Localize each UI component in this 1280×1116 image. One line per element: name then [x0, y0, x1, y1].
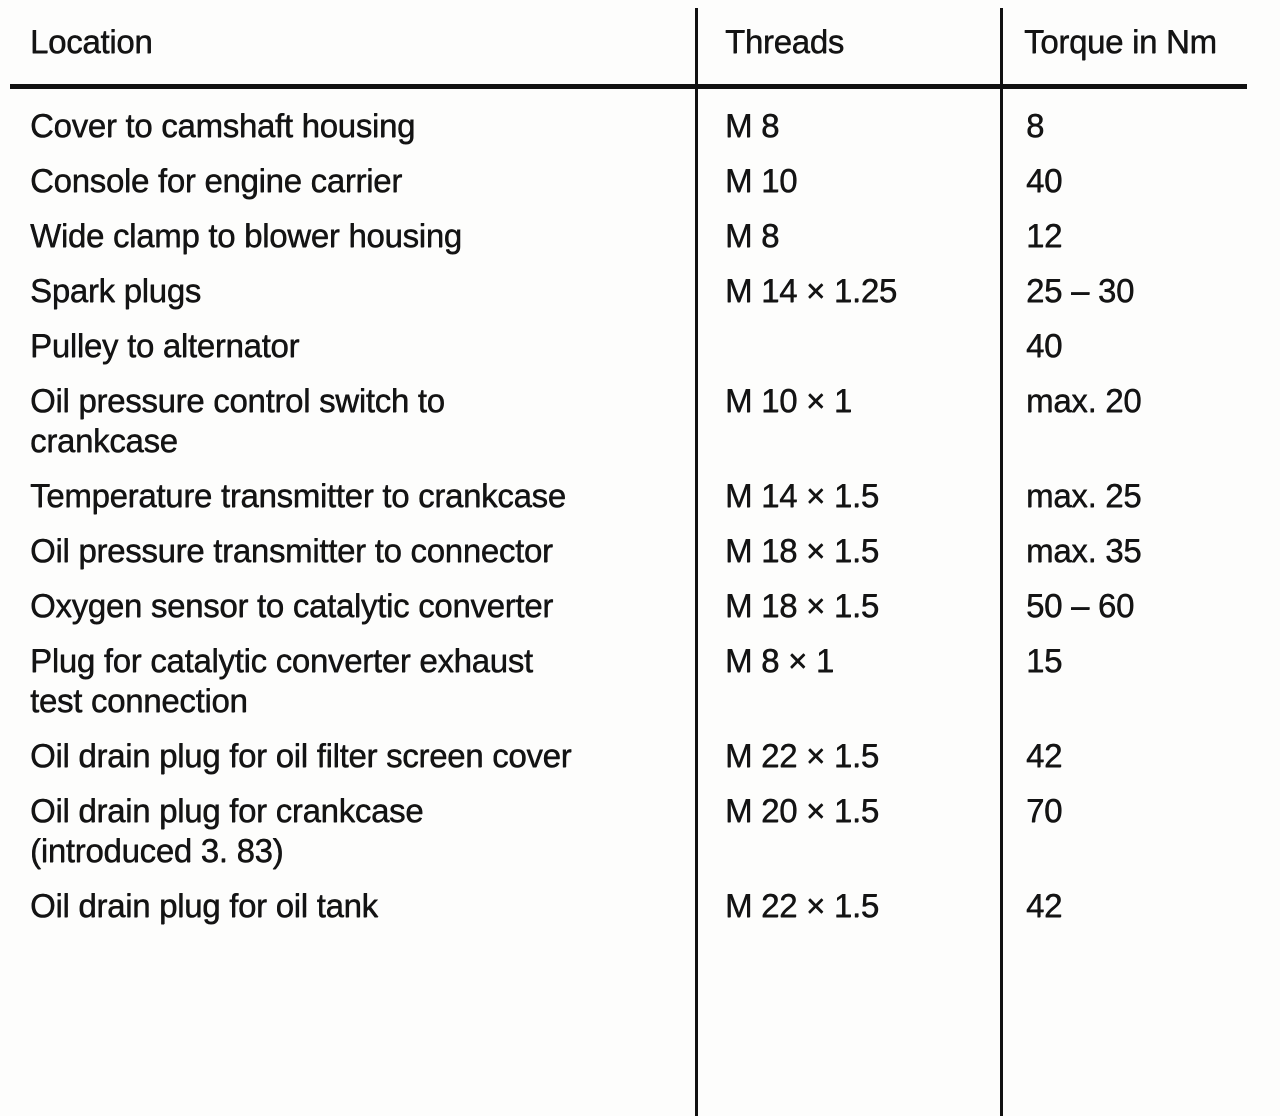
torque-cell: 70	[1026, 792, 1063, 829]
torque-cell: 42	[1026, 737, 1063, 774]
threads-cell	[695, 326, 1000, 366]
location-cell: Plug for catalytic converter exhaust tes…	[30, 642, 533, 719]
torque-cell: 40	[1026, 327, 1063, 364]
location-cell: Wide clamp to blower housing	[30, 217, 462, 254]
threads-cell: M 14 × 1.25	[725, 272, 897, 309]
threads-cell: M 20 × 1.5	[725, 792, 879, 829]
location-cell: Oil pressure transmitter to connector	[30, 532, 553, 569]
table-row: Oil pressure control switch to crankcase…	[0, 381, 1280, 461]
column-header-torque: Torque in Nm	[1024, 23, 1217, 60]
torque-cell: 40	[1026, 162, 1063, 199]
column-header-location: Location	[30, 23, 153, 60]
torque-cell: 12	[1026, 217, 1063, 254]
table-row: Temperature transmitter to crankcase M 1…	[0, 476, 1280, 516]
threads-cell: M 8	[725, 107, 780, 144]
table-body: Cover to camshaft housing M 8 8 Console …	[0, 106, 1280, 941]
threads-cell: M 8 × 1	[725, 642, 834, 679]
torque-cell: 15	[1026, 642, 1063, 679]
torque-cell: max. 35	[1026, 532, 1142, 569]
table-row: Oil drain plug for oil filter screen cov…	[0, 736, 1280, 776]
location-cell: Temperature transmitter to crankcase	[30, 477, 566, 514]
table-row: Cover to camshaft housing M 8 8	[0, 106, 1280, 146]
threads-cell: M 18 × 1.5	[725, 587, 879, 624]
torque-cell: max. 20	[1026, 382, 1142, 419]
table-row: Spark plugs M 14 × 1.25 25 – 30	[0, 271, 1280, 311]
table-row: Oil drain plug for crankcase (introduced…	[0, 791, 1280, 871]
location-cell: Cover to camshaft housing	[30, 107, 416, 144]
table-row: Oil drain plug for oil tank M 22 × 1.5 4…	[0, 886, 1280, 926]
location-cell: Spark plugs	[30, 272, 201, 309]
threads-cell: M 22 × 1.5	[725, 737, 879, 774]
torque-cell: 42	[1026, 887, 1063, 924]
location-cell: Console for engine carrier	[30, 162, 402, 199]
location-cell: Pulley to alternator	[30, 327, 300, 364]
threads-cell: M 10	[725, 162, 798, 199]
header-rule	[10, 84, 1247, 89]
torque-cell: 25 – 30	[1026, 272, 1135, 309]
torque-cell: max. 25	[1026, 477, 1142, 514]
table-header-row: Location Threads Torque in Nm	[0, 22, 1280, 62]
table-row: Oil pressure transmitter to connector M …	[0, 531, 1280, 571]
table-row: Pulley to alternator 40	[0, 326, 1280, 366]
threads-cell: M 22 × 1.5	[725, 887, 879, 924]
column-header-threads: Threads	[725, 23, 844, 60]
location-cell: Oil drain plug for oil tank	[30, 887, 378, 924]
torque-cell: 50 – 60	[1026, 587, 1135, 624]
table-row: Console for engine carrier M 10 40	[0, 161, 1280, 201]
threads-cell: M 18 × 1.5	[725, 532, 879, 569]
location-cell: Oil drain plug for crankcase (introduced…	[30, 792, 424, 869]
column-divider-torque	[1000, 8, 1003, 1116]
threads-cell: M 14 × 1.5	[725, 477, 879, 514]
table-row: Plug for catalytic converter exhaust tes…	[0, 641, 1280, 721]
threads-cell: M 10 × 1	[725, 382, 852, 419]
location-cell: Oil pressure control switch to crankcase	[30, 382, 445, 459]
table-row: Oxygen sensor to catalytic converter M 1…	[0, 586, 1280, 626]
location-cell: Oxygen sensor to catalytic converter	[30, 587, 553, 624]
torque-cell: 8	[1026, 107, 1045, 144]
threads-cell: M 8	[725, 217, 780, 254]
location-cell: Oil drain plug for oil filter screen cov…	[30, 737, 572, 774]
table-row: Wide clamp to blower housing M 8 12	[0, 216, 1280, 256]
column-divider-threads	[695, 8, 698, 1116]
